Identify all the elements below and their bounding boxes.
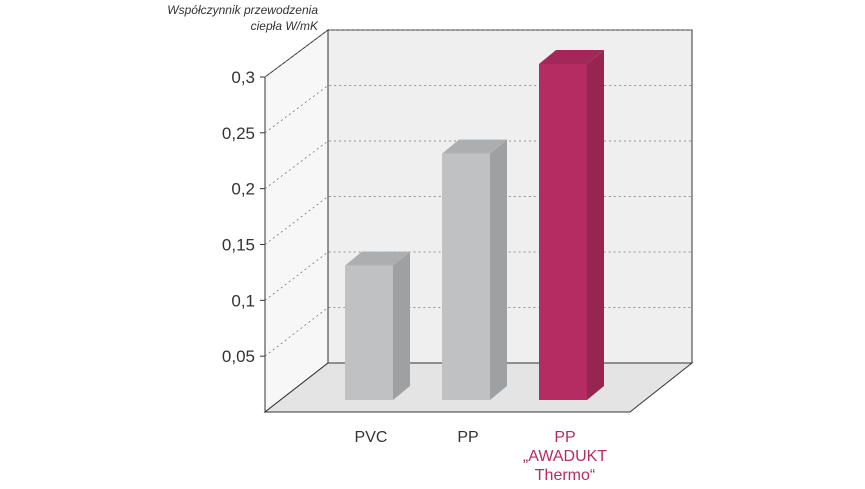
y-tick-label: 0,3: [231, 68, 255, 87]
bar: [539, 64, 587, 400]
bar-side: [490, 139, 507, 400]
bar-top: [442, 139, 507, 154]
grid-line: [264, 307, 692, 357]
y-tick-label: 0,05: [222, 347, 255, 366]
x-tick-label: PP: [457, 429, 478, 446]
y-tick-label: 0,25: [222, 124, 255, 143]
bar-top: [345, 251, 410, 266]
y-label: ciepła W/mK: [251, 19, 319, 33]
bar: [345, 265, 393, 400]
y-label: Współczynnik przewodzenia: [167, 3, 318, 17]
bar-side: [587, 50, 604, 400]
y-tick-label: 0,2: [231, 180, 255, 199]
x-tick-label: PP „AWADUKT Thermo“: [523, 429, 607, 484]
grid-line: [264, 29, 692, 78]
bar-side: [393, 251, 410, 400]
x-tick-label: PVC: [355, 429, 388, 446]
y-tick-label: 0,15: [222, 236, 255, 255]
bar-top: [539, 50, 604, 64]
bars: [345, 50, 604, 400]
y-tick-label: 0,1: [231, 291, 255, 310]
side-wall: [264, 29, 329, 414]
bar: [442, 153, 490, 400]
grid-line: [264, 251, 692, 301]
